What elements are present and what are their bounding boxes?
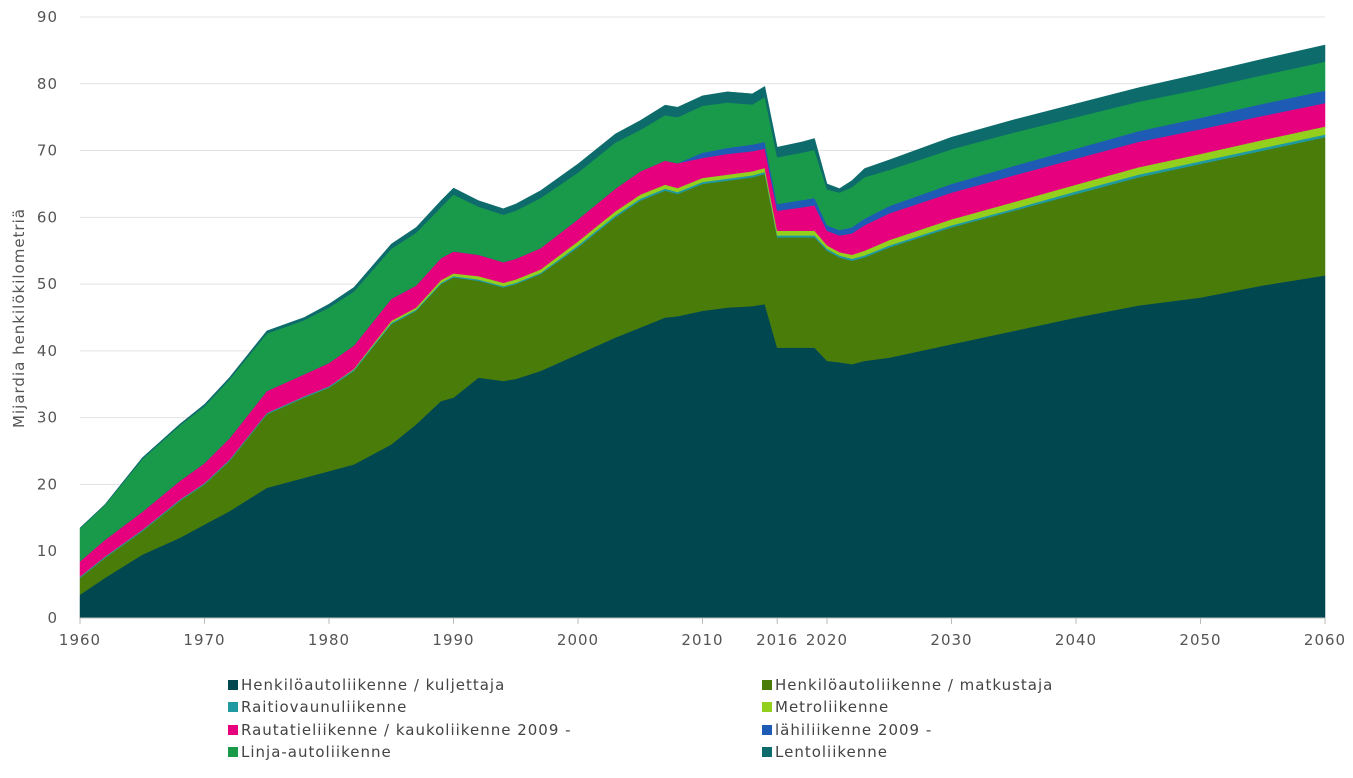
y-tick-label: 40 bbox=[37, 342, 58, 360]
y-axis-label: Mijardia henkilökilometriä bbox=[10, 208, 28, 428]
legend-swatch bbox=[228, 680, 238, 690]
x-tick-label: 2030 bbox=[930, 631, 972, 649]
y-tick-label: 30 bbox=[37, 409, 58, 427]
legend-text: lähiliikenne 2009 - bbox=[775, 721, 932, 739]
x-tick-label: 1980 bbox=[308, 631, 350, 649]
x-tick-label: 2040 bbox=[1055, 631, 1097, 649]
x-tick-label: 2000 bbox=[557, 631, 599, 649]
x-tick-label: 2010 bbox=[681, 631, 723, 649]
legend-text: Lentoliikenne bbox=[775, 743, 888, 761]
legend-text: Metroliikenne bbox=[775, 698, 889, 716]
legend-swatch bbox=[762, 747, 772, 757]
legend-text: Linja-autoliikenne bbox=[241, 743, 392, 761]
y-tick-label: 60 bbox=[37, 208, 58, 226]
x-tick-label: 1960 bbox=[59, 631, 101, 649]
y-tick-label: 0 bbox=[47, 609, 58, 627]
legend-text: Raitiovaunuliikenne bbox=[241, 698, 407, 716]
y-tick-label: 50 bbox=[37, 275, 58, 293]
x-tick-label: 1990 bbox=[432, 631, 474, 649]
legend-swatch bbox=[228, 702, 238, 712]
legend-text: Henkilöautoliikenne / matkustaja bbox=[775, 676, 1053, 694]
legend-swatch bbox=[762, 725, 772, 735]
y-tick-label: 20 bbox=[37, 475, 58, 493]
y-tick-label: 90 bbox=[37, 8, 58, 26]
area bbox=[79, 44, 1326, 530]
x-tick-label: 2060 bbox=[1304, 631, 1346, 649]
x-tick-label: 1970 bbox=[183, 631, 225, 649]
y-tick-label: 10 bbox=[37, 542, 58, 560]
legend-swatch bbox=[762, 680, 772, 690]
legend-swatch bbox=[762, 702, 772, 712]
x-tick-label: 2020 bbox=[806, 631, 848, 649]
x-tick-label: 2050 bbox=[1179, 631, 1221, 649]
legend-swatch bbox=[228, 747, 238, 757]
legend-swatch bbox=[228, 725, 238, 735]
y-tick-label: 70 bbox=[37, 142, 58, 160]
x-tick-label: 2016 bbox=[756, 631, 798, 649]
y-tick-label: 80 bbox=[37, 75, 58, 93]
legend-text: Rautatieliikenne / kaukoliikenne 2009 - bbox=[241, 721, 572, 739]
legend-text: Henkilöautoliikenne / kuljettaja bbox=[241, 676, 505, 694]
